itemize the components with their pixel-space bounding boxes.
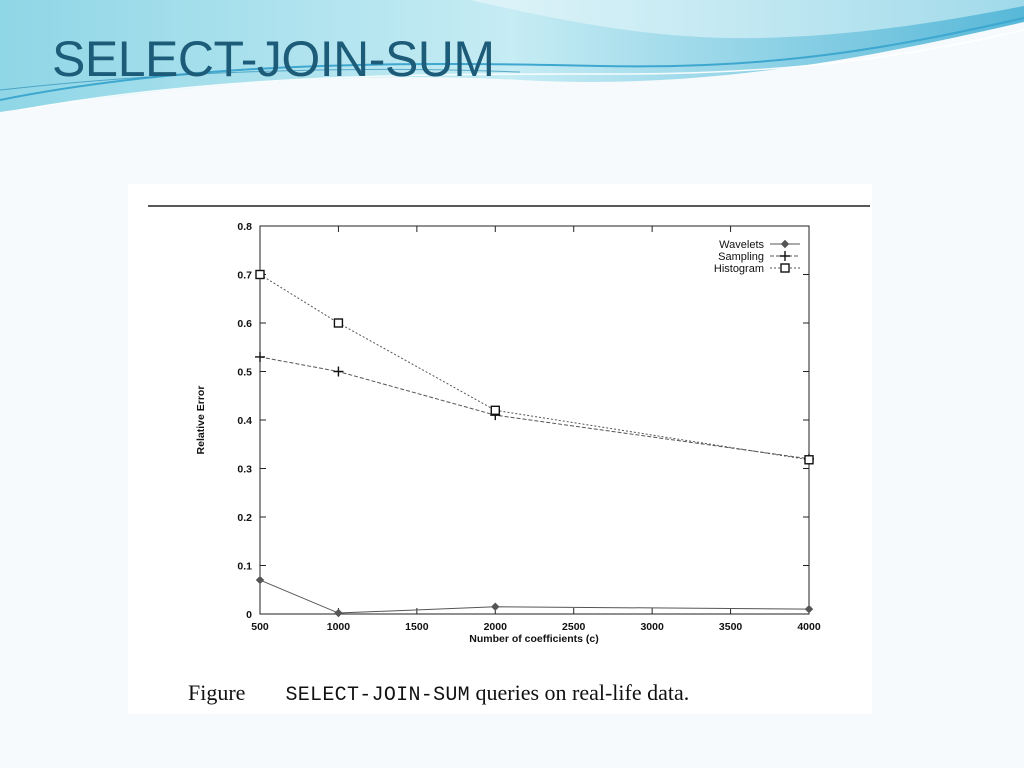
series-line-wavelets: [259, 579, 810, 614]
series-line-sampling: [259, 356, 810, 460]
data-point-sampling: [333, 366, 344, 377]
slide-title: SELECT-JOIN-SUM: [52, 31, 495, 87]
x-tick-label: 3000: [640, 621, 664, 633]
legend-marker-wavelets: [780, 239, 790, 249]
x-tick-label: 1000: [327, 621, 351, 633]
series-lines: [259, 274, 810, 614]
x-tick-label: 2000: [484, 621, 508, 633]
figure-caption-label: Figure: [188, 680, 246, 705]
y-tick-label: 0.6: [237, 318, 252, 330]
figure-caption-query-name: SELECT-JOIN-SUM: [285, 684, 470, 707]
y-tick-label: 0.7: [237, 270, 252, 282]
x-tick-label: 2500: [562, 621, 586, 633]
plot-frame: [259, 225, 810, 615]
y-tick-label: 0.4: [237, 415, 252, 427]
y-tick-label: 0.3: [237, 464, 252, 476]
data-point-histogram: [804, 455, 814, 465]
y-tick-label: 0.1: [237, 561, 252, 573]
data-point-sampling: [255, 351, 265, 362]
y-tick-label: 0.2: [237, 512, 252, 524]
data-point-wavelets: [334, 608, 343, 618]
x-axis-label: Number of coefficients (c): [469, 633, 599, 645]
y-tick-label: 0.8: [237, 221, 252, 233]
series-markers: [255, 269, 814, 618]
legend-marker-sampling: [780, 251, 790, 261]
data-point-histogram: [255, 269, 265, 280]
legend-marker-histogram: [780, 263, 790, 273]
data-point-wavelets: [804, 604, 814, 614]
data-point-wavelets: [491, 602, 500, 611]
y-axis-label: Relative Error: [195, 386, 207, 455]
axis-ticks: 500 1000 1500 2000 2500 3000 3500 4000 0 0.1 0.2 0.…: [237, 221, 820, 633]
x-tick-label: 3500: [719, 621, 743, 633]
line-chart: 500 1000 1500 2000 2500 3000 3500 4000 0 0.1 0.2 0.…: [148, 205, 870, 645]
legend-label-wavelets: Wavelets: [719, 239, 764, 251]
x-tick-label: 500: [251, 621, 269, 633]
figure-panel: 500 1000 1500 2000 2500 3000 3500 4000 0 0.1 0.2 0.…: [128, 184, 872, 714]
legend-label-sampling: Sampling: [718, 251, 764, 263]
figure-caption: Figure SELECT-JOIN-SUM queries on real-li…: [188, 680, 689, 707]
legend-label-histogram: Histogram: [714, 263, 764, 275]
data-point-histogram: [333, 318, 344, 328]
data-point-wavelets: [255, 575, 265, 585]
x-tick-label: 4000: [797, 621, 821, 633]
x-tick-label: 1500: [405, 621, 429, 633]
series-line-histogram: [259, 274, 810, 461]
figure-caption-text: queries on real-life data.: [469, 680, 690, 705]
y-tick-label: 0.5: [237, 367, 252, 379]
data-point-histogram: [490, 405, 500, 416]
y-tick-label: 0: [246, 609, 252, 621]
